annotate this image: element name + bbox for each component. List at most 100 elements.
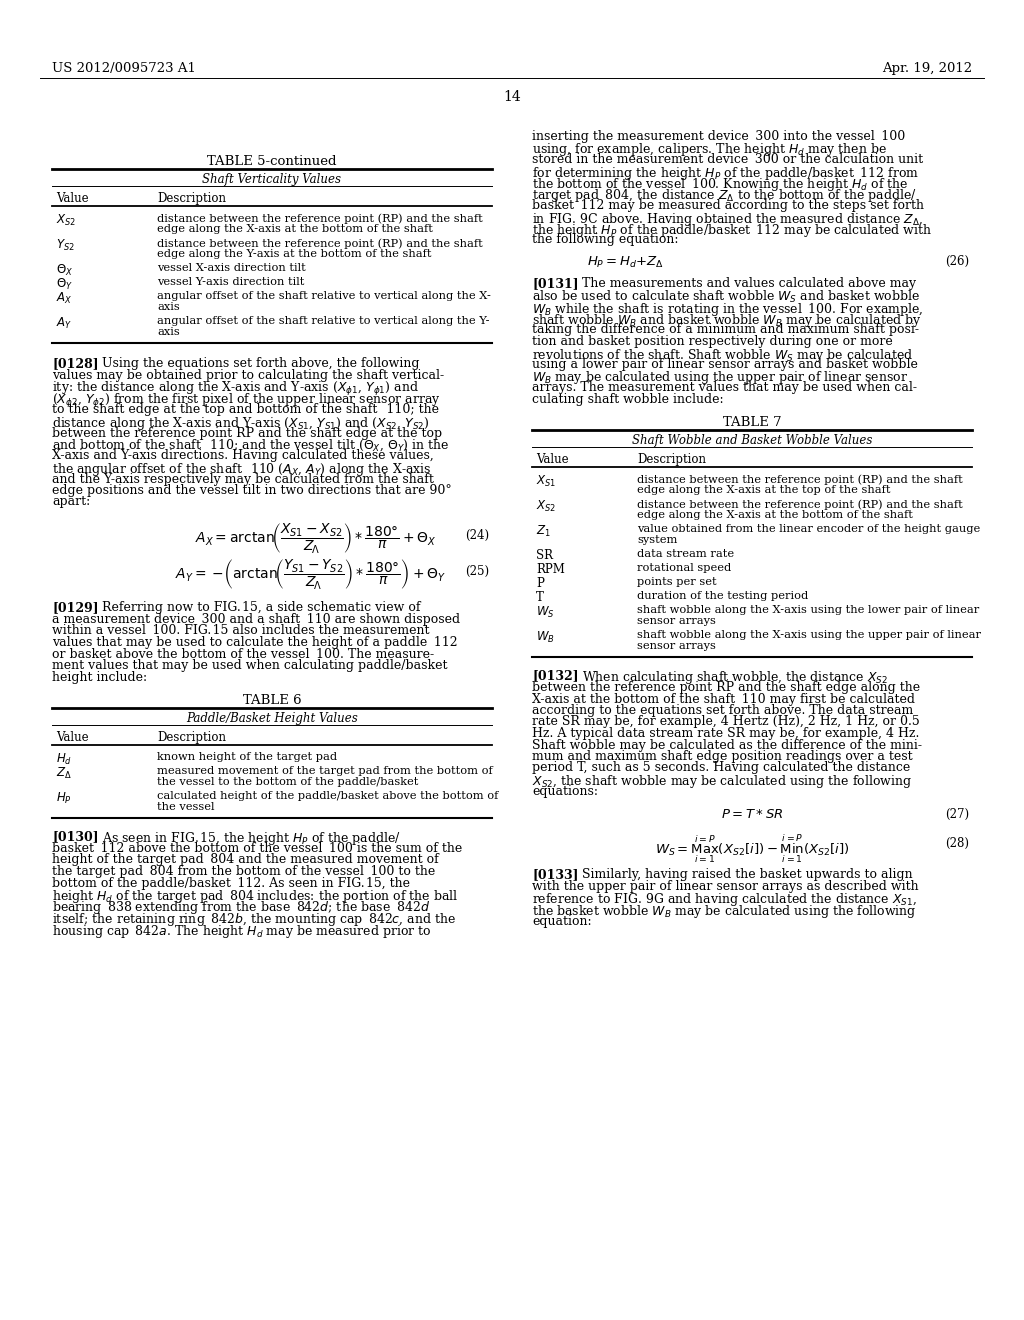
Text: edge along the X-axis at the top of the shaft: edge along the X-axis at the top of the … — [637, 484, 891, 495]
Text: measured movement of the target pad from the bottom of: measured movement of the target pad from… — [157, 766, 493, 776]
Text: $W_S$: $W_S$ — [536, 605, 555, 620]
Text: Description: Description — [637, 453, 706, 466]
Text: taking the difference of a minimum and maximum shaft posi-: taking the difference of a minimum and m… — [532, 323, 919, 337]
Text: $X_{S2}$: $X_{S2}$ — [56, 213, 76, 228]
Text: apart:: apart: — [52, 495, 90, 508]
Text: X-axis and Y-axis directions. Having calculated these values,: X-axis and Y-axis directions. Having cal… — [52, 450, 434, 462]
Text: Similarly, having raised the basket upwards to align: Similarly, having raised the basket upwa… — [582, 869, 912, 880]
Text: the angular offset of the shaft   110 ($A_X$, $A_Y$) along the X-axis: the angular offset of the shaft 110 ($A_… — [52, 461, 431, 478]
Text: housing cap  842$a$. The height $H_d$ may be measured prior to: housing cap 842$a$. The height $H_d$ may… — [52, 923, 431, 940]
Text: rotational speed: rotational speed — [637, 564, 731, 573]
Text: (26): (26) — [945, 255, 969, 268]
Text: $W_S = \overset{i=P}{\underset{i=1}{\mathrm{Max}}}(X_{S2}[i]) - \overset{i=P}{\u: $W_S = \overset{i=P}{\underset{i=1}{\mat… — [654, 832, 849, 865]
Text: $X_{S2}$, the shaft wobble may be calculated using the following: $X_{S2}$, the shaft wobble may be calcul… — [532, 774, 912, 789]
Text: with the upper pair of linear sensor arrays as described with: with the upper pair of linear sensor arr… — [532, 880, 919, 894]
Text: to the shaft edge at the top and bottom of the shaft   110; the: to the shaft edge at the top and bottom … — [52, 404, 439, 417]
Text: the vessel: the vessel — [157, 803, 214, 812]
Text: $A_Y = -\!\left(\mathrm{arctan}\!\left(\dfrac{Y_{S1} - Y_{S2}}{Z_{\!\Lambda}}\ri: $A_Y = -\!\left(\mathrm{arctan}\!\left(\… — [175, 557, 446, 591]
Text: ity: the distance along the X-axis and Y-axis ($X_{\phi1}$, $Y_{\phi1}$) and: ity: the distance along the X-axis and Y… — [52, 380, 419, 399]
Text: tion and basket position respectively during one or more: tion and basket position respectively du… — [532, 335, 893, 348]
Text: rate SR may be, for example, 4 Hertz (Hz), 2 Hz, 1 Hz, or 0.5: rate SR may be, for example, 4 Hertz (Hz… — [532, 715, 920, 729]
Text: edge along the X-axis at the bottom of the shaft: edge along the X-axis at the bottom of t… — [157, 224, 433, 234]
Text: axis: axis — [157, 302, 180, 312]
Text: [0128]: [0128] — [52, 356, 98, 370]
Text: Using the equations set forth above, the following: Using the equations set forth above, the… — [102, 356, 420, 370]
Text: the following equation:: the following equation: — [532, 234, 679, 247]
Text: P: P — [536, 577, 544, 590]
Text: [0130]: [0130] — [52, 830, 98, 843]
Text: angular offset of the shaft relative to vertical along the X-: angular offset of the shaft relative to … — [157, 290, 490, 301]
Text: $W_B$ while the shaft is rotating in the vessel  100. For example,: $W_B$ while the shaft is rotating in the… — [532, 301, 924, 318]
Text: When calculating shaft wobble, the distance $X_{S2}$: When calculating shaft wobble, the dista… — [582, 669, 888, 686]
Text: TABLE 6: TABLE 6 — [243, 694, 301, 708]
Text: culating shaft wobble include:: culating shaft wobble include: — [532, 392, 724, 405]
Text: the height $H_P$ of the paddle/basket  112 may be calculated with: the height $H_P$ of the paddle/basket 11… — [532, 222, 932, 239]
Text: $H_P{=}H_d{+}Z_\Delta$: $H_P{=}H_d{+}Z_\Delta$ — [587, 255, 664, 271]
Text: Hz. A typical data stream rate SR may be, for example, 4 Hz.: Hz. A typical data stream rate SR may be… — [532, 727, 920, 741]
Text: Paddle/Basket Height Values: Paddle/Basket Height Values — [186, 711, 357, 725]
Text: sensor arrays: sensor arrays — [637, 642, 716, 651]
Text: axis: axis — [157, 327, 180, 337]
Text: $\Theta_Y$: $\Theta_Y$ — [56, 277, 73, 292]
Text: The measurements and values calculated above may: The measurements and values calculated a… — [582, 277, 916, 290]
Text: Shaft wobble may be calculated as the difference of the mini-: Shaft wobble may be calculated as the di… — [532, 738, 922, 751]
Text: basket  112 above the bottom of the vessel  100 is the sum of the: basket 112 above the bottom of the vesse… — [52, 842, 462, 855]
Text: [0131]: [0131] — [532, 277, 579, 290]
Text: US 2012/0095723 A1: US 2012/0095723 A1 — [52, 62, 196, 75]
Text: known height of the target pad: known height of the target pad — [157, 752, 337, 762]
Text: $A_X$: $A_X$ — [56, 290, 73, 306]
Text: TABLE 5-continued: TABLE 5-continued — [207, 154, 337, 168]
Text: 14: 14 — [503, 90, 521, 104]
Text: angular offset of the shaft relative to vertical along the Y-: angular offset of the shaft relative to … — [157, 315, 489, 326]
Text: edge along the X-axis at the bottom of the shaft: edge along the X-axis at the bottom of t… — [637, 510, 912, 520]
Text: a measurement device  300 and a shaft  110 are shown disposed: a measurement device 300 and a shaft 110… — [52, 612, 460, 626]
Text: and the Y-axis respectively may be calculated from the shaft: and the Y-axis respectively may be calcu… — [52, 473, 434, 486]
Text: $H_d$: $H_d$ — [56, 752, 72, 767]
Text: edge along the Y-axis at the bottom of the shaft: edge along the Y-axis at the bottom of t… — [157, 249, 431, 259]
Text: equations:: equations: — [532, 784, 598, 797]
Text: $Y_{S2}$: $Y_{S2}$ — [56, 238, 75, 253]
Text: target pad  804, the distance $Z_\Delta$ to the bottom of the paddle/: target pad 804, the distance $Z_\Delta$ … — [532, 187, 916, 205]
Text: itself; the retaining ring  842$b$, the mounting cap  842$c$, and the: itself; the retaining ring 842$b$, the m… — [52, 911, 456, 928]
Text: distance between the reference point (RP) and the shaft: distance between the reference point (RP… — [157, 213, 482, 223]
Text: shaft wobble $W_B$ and basket wobble $W_B$ may be calculated by: shaft wobble $W_B$ and basket wobble $W_… — [532, 312, 922, 329]
Text: As seen in FIG. 15, the height $H_P$ of the paddle/: As seen in FIG. 15, the height $H_P$ of … — [102, 830, 401, 847]
Text: points per set: points per set — [637, 577, 717, 587]
Text: within a vessel  100. FIG. 15 also includes the measurement: within a vessel 100. FIG. 15 also includ… — [52, 624, 429, 638]
Text: Referring now to FIG. 15, a side schematic view of: Referring now to FIG. 15, a side schemat… — [102, 601, 421, 614]
Text: $A_Y$: $A_Y$ — [56, 315, 73, 331]
Text: in FIG. 9C above. Having obtained the measured distance $Z_\Delta$,: in FIG. 9C above. Having obtained the me… — [532, 210, 923, 227]
Text: using, for example, calipers. The height $H_d$ may then be: using, for example, calipers. The height… — [532, 141, 887, 158]
Text: [0133]: [0133] — [532, 869, 579, 880]
Text: distance between the reference point (RP) and the shaft: distance between the reference point (RP… — [637, 499, 963, 510]
Text: $H_P$: $H_P$ — [56, 791, 72, 807]
Text: ($X_{\phi2}$, $Y_{\phi2}$) from the first pixel of the upper linear sensor array: ($X_{\phi2}$, $Y_{\phi2}$) from the firs… — [52, 392, 440, 411]
Text: distance between the reference point (RP) and the shaft: distance between the reference point (RP… — [637, 474, 963, 484]
Text: [0129]: [0129] — [52, 601, 98, 614]
Text: using a lower pair of linear sensor arrays and basket wobble: using a lower pair of linear sensor arra… — [532, 358, 918, 371]
Text: according to the equations set forth above. The data stream: according to the equations set forth abo… — [532, 704, 913, 717]
Text: $\Theta_X$: $\Theta_X$ — [56, 263, 73, 279]
Text: shaft wobble along the X-axis using the lower pair of linear: shaft wobble along the X-axis using the … — [637, 605, 979, 615]
Text: vessel Y-axis direction tilt: vessel Y-axis direction tilt — [157, 277, 304, 286]
Text: values that may be used to calculate the height of a paddle  112: values that may be used to calculate the… — [52, 636, 458, 649]
Text: $W_B$ may be calculated using the upper pair of linear sensor: $W_B$ may be calculated using the upper … — [532, 370, 908, 387]
Text: ment values that may be used when calculating paddle/basket: ment values that may be used when calcul… — [52, 659, 447, 672]
Text: (28): (28) — [945, 837, 969, 850]
Text: Shaft Wobble and Basket Wobble Values: Shaft Wobble and Basket Wobble Values — [632, 434, 872, 447]
Text: height $H_d$ of the target pad  804 includes: the portion of the ball: height $H_d$ of the target pad 804 inclu… — [52, 888, 459, 906]
Text: between the reference point RP and the shaft edge along the: between the reference point RP and the s… — [532, 681, 921, 694]
Text: Description: Description — [157, 191, 226, 205]
Text: or basket above the bottom of the vessel  100. The measure-: or basket above the bottom of the vessel… — [52, 648, 434, 660]
Text: Shaft Verticality Values: Shaft Verticality Values — [203, 173, 341, 186]
Text: Value: Value — [56, 731, 89, 744]
Text: Description: Description — [157, 731, 226, 744]
Text: vessel X-axis direction tilt: vessel X-axis direction tilt — [157, 263, 306, 273]
Text: RPM: RPM — [536, 564, 565, 576]
Text: the target pad  804 from the bottom of the vessel  100 to the: the target pad 804 from the bottom of th… — [52, 865, 435, 878]
Text: for determining the height $H_P$ of the paddle/basket  112 from: for determining the height $H_P$ of the … — [532, 165, 920, 181]
Text: bottom of the paddle/basket  112. As seen in FIG. 15, the: bottom of the paddle/basket 112. As seen… — [52, 876, 410, 890]
Text: value obtained from the linear encoder of the height gauge: value obtained from the linear encoder o… — [637, 524, 980, 535]
Text: sensor arrays: sensor arrays — [637, 616, 716, 626]
Text: stored in the measurement device  300 or the calculation unit: stored in the measurement device 300 or … — [532, 153, 923, 166]
